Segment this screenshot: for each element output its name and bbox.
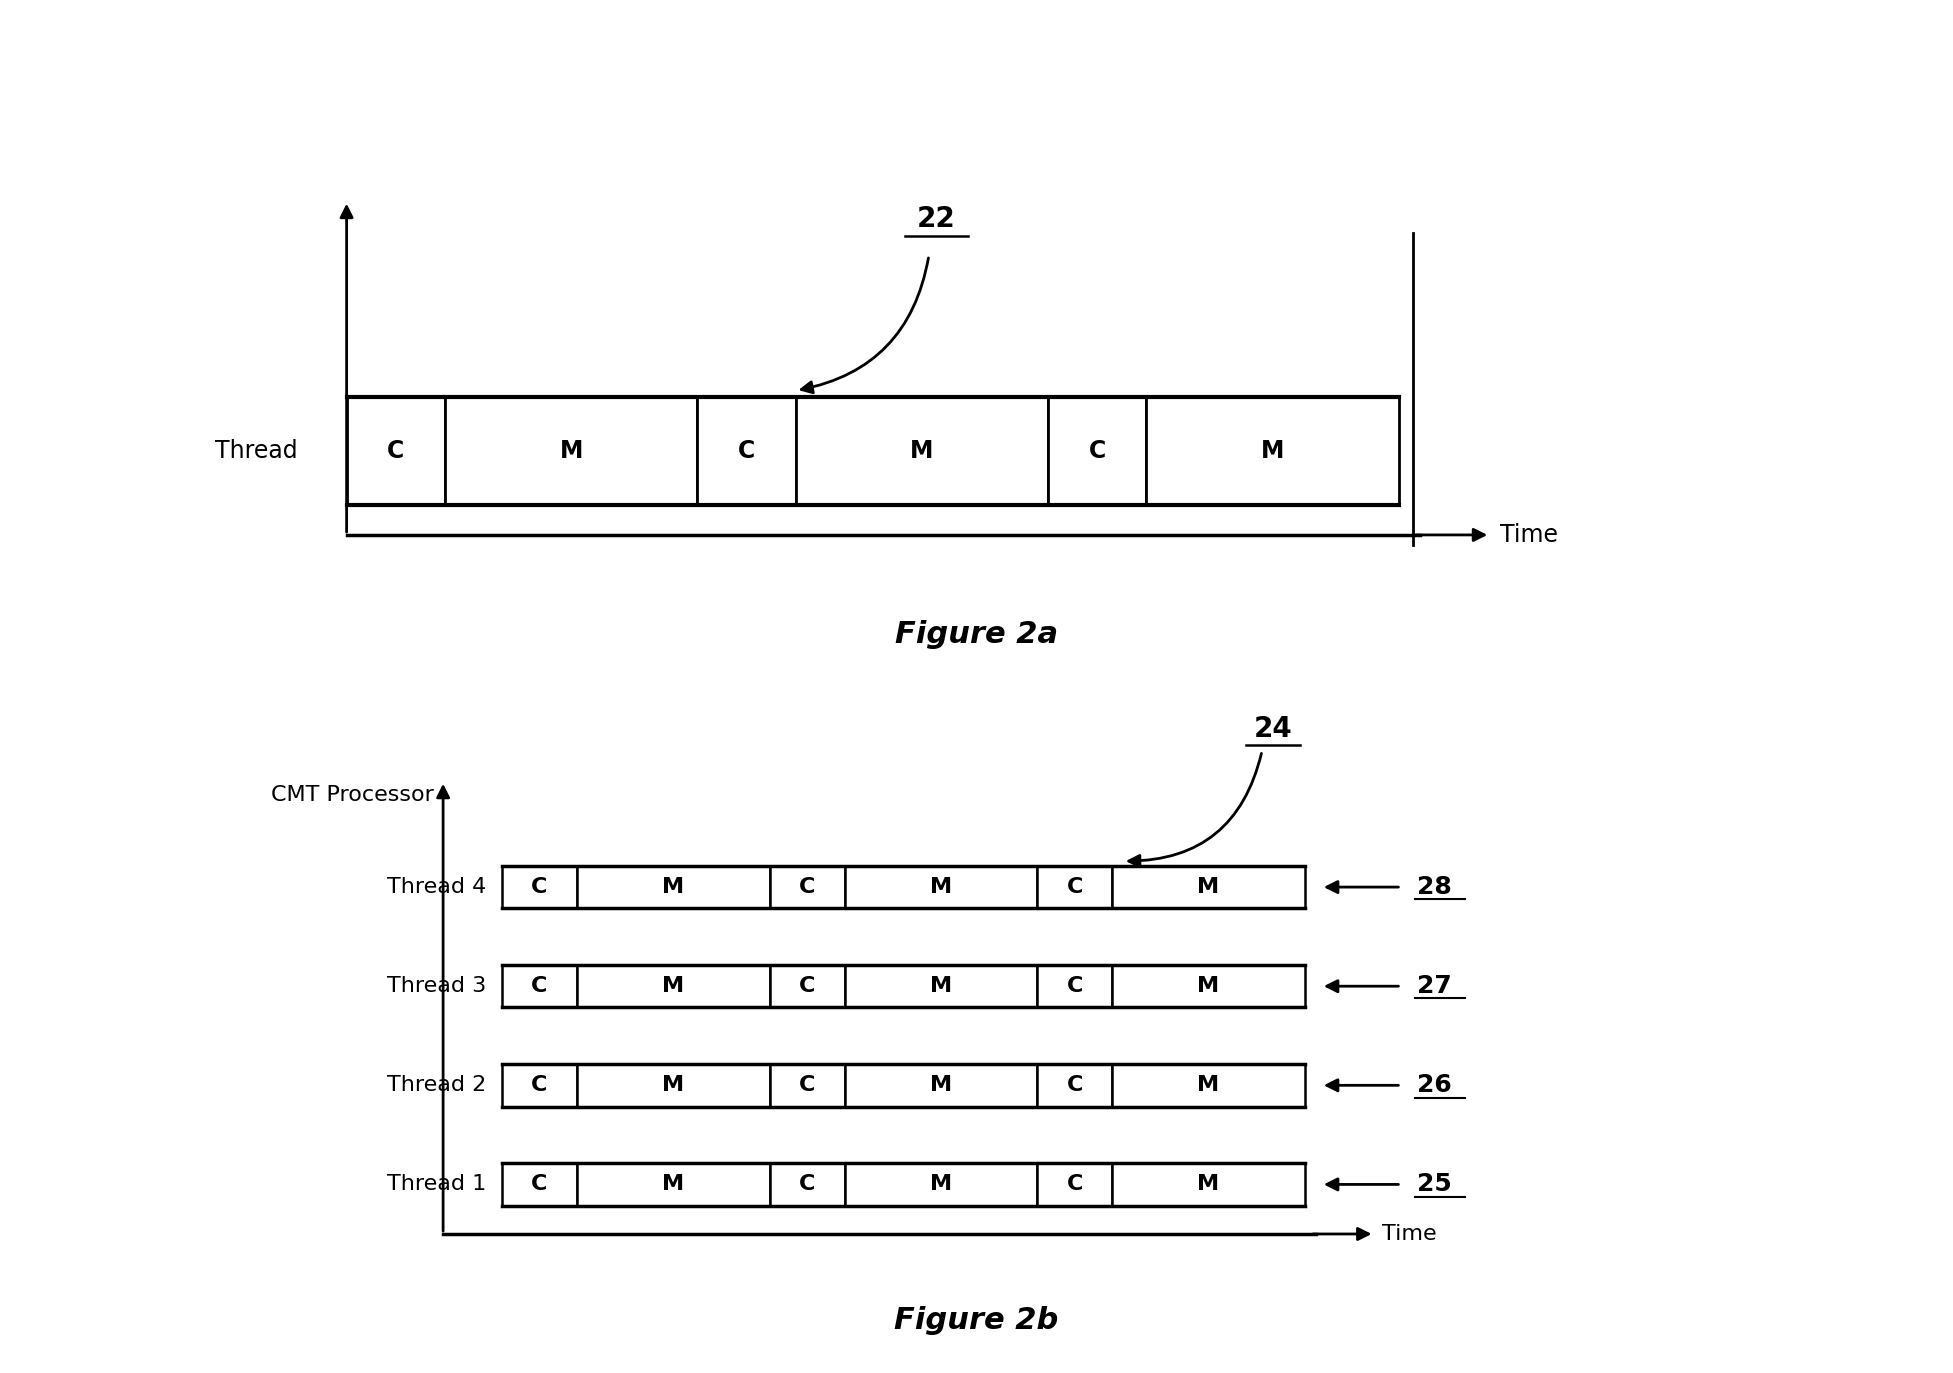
Bar bbox=[844, 1163, 1037, 1205]
Bar bbox=[502, 1163, 576, 1205]
Bar bbox=[1049, 397, 1146, 505]
Text: M: M bbox=[662, 1174, 684, 1195]
Bar bbox=[769, 1064, 844, 1107]
Text: C: C bbox=[531, 1075, 547, 1096]
Text: M: M bbox=[930, 877, 951, 897]
Text: 25: 25 bbox=[1418, 1173, 1451, 1196]
Text: Thread 4: Thread 4 bbox=[387, 877, 486, 897]
Bar bbox=[769, 965, 844, 1008]
Text: C: C bbox=[531, 1174, 547, 1195]
Bar bbox=[795, 397, 1049, 505]
Bar bbox=[1037, 1163, 1111, 1205]
Text: Thread 1: Thread 1 bbox=[387, 1174, 486, 1195]
Text: 28: 28 bbox=[1418, 875, 1451, 899]
Text: M: M bbox=[662, 877, 684, 897]
Text: Figure 2b: Figure 2b bbox=[894, 1306, 1059, 1336]
Text: M: M bbox=[559, 439, 582, 463]
Text: 27: 27 bbox=[1418, 975, 1451, 998]
Bar bbox=[769, 866, 844, 909]
Text: C: C bbox=[1066, 1075, 1082, 1096]
Text: C: C bbox=[387, 439, 404, 463]
Bar bbox=[1146, 397, 1398, 505]
Bar bbox=[576, 965, 769, 1008]
Bar bbox=[1111, 1163, 1305, 1205]
Text: 22: 22 bbox=[916, 206, 955, 233]
Text: C: C bbox=[799, 1174, 814, 1195]
Text: M: M bbox=[930, 1075, 951, 1096]
Text: M: M bbox=[662, 976, 684, 997]
Text: 24: 24 bbox=[1254, 715, 1293, 743]
Bar bbox=[346, 397, 445, 505]
Bar bbox=[844, 965, 1037, 1008]
Bar bbox=[1037, 965, 1111, 1008]
Bar bbox=[576, 866, 769, 909]
Bar bbox=[502, 1064, 576, 1107]
Text: M: M bbox=[1197, 1075, 1219, 1096]
Text: M: M bbox=[1197, 877, 1219, 897]
Text: M: M bbox=[1262, 439, 1285, 463]
Text: M: M bbox=[910, 439, 934, 463]
Text: M: M bbox=[930, 1174, 951, 1195]
Text: C: C bbox=[1066, 1174, 1082, 1195]
Text: C: C bbox=[799, 976, 814, 997]
Bar bbox=[502, 965, 576, 1008]
Bar bbox=[769, 1163, 844, 1205]
Bar bbox=[445, 397, 697, 505]
Bar bbox=[1111, 866, 1305, 909]
Text: C: C bbox=[799, 877, 814, 897]
Text: C: C bbox=[1066, 877, 1082, 897]
Bar bbox=[502, 866, 576, 909]
Bar bbox=[1111, 965, 1305, 1008]
Text: M: M bbox=[662, 1075, 684, 1096]
Text: 26: 26 bbox=[1418, 1074, 1451, 1097]
Text: Time: Time bbox=[1500, 523, 1558, 546]
Bar bbox=[844, 1064, 1037, 1107]
Bar bbox=[1037, 1064, 1111, 1107]
Text: Thread 3: Thread 3 bbox=[387, 976, 486, 997]
Text: C: C bbox=[738, 439, 756, 463]
Text: C: C bbox=[531, 976, 547, 997]
Text: C: C bbox=[799, 1075, 814, 1096]
Bar bbox=[1111, 1064, 1305, 1107]
Bar bbox=[576, 1163, 769, 1205]
Text: C: C bbox=[531, 877, 547, 897]
Text: M: M bbox=[1197, 976, 1219, 997]
Text: Thread 2: Thread 2 bbox=[387, 1075, 486, 1096]
Text: Thread: Thread bbox=[215, 439, 297, 463]
Bar bbox=[844, 866, 1037, 909]
Text: CMT Processor: CMT Processor bbox=[271, 785, 434, 805]
Text: M: M bbox=[930, 976, 951, 997]
Bar bbox=[697, 397, 795, 505]
Text: Figure 2a: Figure 2a bbox=[894, 619, 1059, 649]
Text: C: C bbox=[1066, 976, 1082, 997]
Text: Time: Time bbox=[1383, 1223, 1437, 1244]
Text: C: C bbox=[1088, 439, 1105, 463]
Text: M: M bbox=[1197, 1174, 1219, 1195]
Bar bbox=[576, 1064, 769, 1107]
Bar bbox=[1037, 866, 1111, 909]
